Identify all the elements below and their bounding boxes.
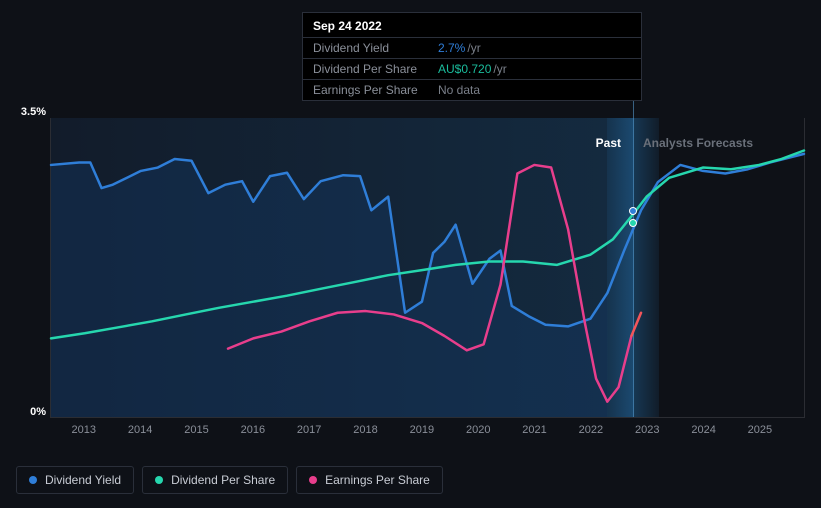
x-axis: 2013 2014 2015 2016 2017 2018 2019 2020 2021 2022…: [50, 424, 805, 444]
x-tick: 2014: [128, 424, 152, 436]
tooltip-value: AU$0.720: [438, 62, 491, 76]
x-tick: 2019: [410, 424, 434, 436]
legend-label: Earnings Per Share: [325, 473, 430, 487]
chart-tooltip: Sep 24 2022 Dividend Yield2.7% /yrDivide…: [302, 12, 642, 101]
tooltip-value: No data: [438, 83, 480, 97]
y-tick-max: 3.5%: [16, 106, 46, 118]
x-tick: 2018: [353, 424, 377, 436]
x-tick: 2022: [579, 424, 603, 436]
x-tick: 2020: [466, 424, 490, 436]
x-tick: 2013: [72, 424, 96, 436]
y-tick-min: 0%: [16, 406, 46, 418]
tooltip-row: Earnings Per ShareNo data: [303, 79, 641, 100]
legend: Dividend Yield Dividend Per Share Earnings…: [16, 466, 443, 494]
x-tick: 2021: [522, 424, 546, 436]
tooltip-value: 2.7%: [438, 41, 465, 55]
tooltip-unit: /yr: [467, 41, 480, 55]
x-tick: 2016: [241, 424, 265, 436]
legend-item[interactable]: Earnings Per Share: [296, 466, 443, 494]
chart-svg: [51, 118, 804, 417]
plot-area[interactable]: Past Analysts Forecasts: [50, 118, 805, 418]
legend-dot: [309, 476, 317, 484]
legend-dot: [29, 476, 37, 484]
tooltip-label: Dividend Per Share: [313, 62, 438, 76]
tooltip-label: Dividend Yield: [313, 41, 438, 55]
tooltip-row: Dividend Per ShareAU$0.720 /yr: [303, 58, 641, 79]
tooltip-row: Dividend Yield2.7% /yr: [303, 38, 641, 58]
legend-label: Dividend Per Share: [171, 473, 275, 487]
x-tick: 2015: [184, 424, 208, 436]
tooltip-unit: /yr: [493, 62, 506, 76]
legend-item[interactable]: Dividend Per Share: [142, 466, 288, 494]
chart-container: 3.5% 0% Past Analysts Forecasts 2013 2014…: [16, 104, 805, 444]
legend-label: Dividend Yield: [45, 473, 121, 487]
x-tick: 2023: [635, 424, 659, 436]
chart-marker: [629, 219, 637, 227]
x-tick: 2025: [748, 424, 772, 436]
tooltip-date: Sep 24 2022: [303, 13, 641, 38]
chart-marker: [629, 207, 637, 215]
legend-dot: [155, 476, 163, 484]
x-tick: 2024: [691, 424, 715, 436]
legend-item[interactable]: Dividend Yield: [16, 466, 134, 494]
x-tick: 2017: [297, 424, 321, 436]
tooltip-label: Earnings Per Share: [313, 83, 438, 97]
